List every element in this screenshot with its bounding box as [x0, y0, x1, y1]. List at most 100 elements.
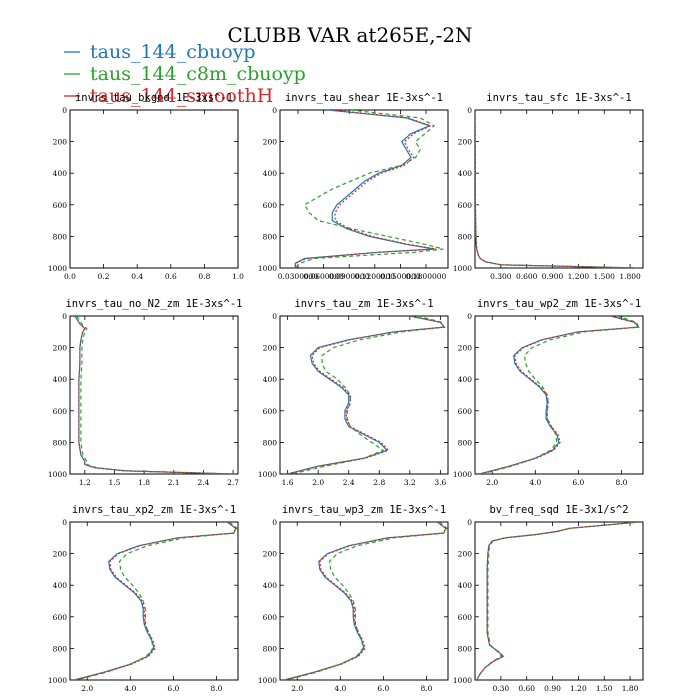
y-tick-label: 200	[53, 344, 68, 353]
x-tick-label: 0.0300000	[278, 272, 319, 281]
x-tick-label: 1.800	[619, 272, 641, 281]
x-tick-label: 0.4	[131, 272, 143, 281]
y-tick-label: 400	[53, 581, 68, 590]
panel-title: invrs_tau_shear 1E-3xs^-1	[285, 92, 443, 104]
x-tick-label: 2.0	[312, 478, 324, 487]
series-line-2	[286, 522, 448, 680]
x-tick-label: 1.50	[596, 684, 613, 693]
y-tick-label: 0	[62, 106, 67, 115]
y-tick-label: 200	[458, 138, 473, 147]
y-tick-label: 1000	[48, 470, 67, 479]
series-line-3	[74, 522, 237, 680]
y-tick-label: 400	[458, 169, 473, 178]
y-tick-label: 0	[62, 518, 67, 527]
series-line-3	[479, 316, 640, 474]
x-tick-label: 2.1	[168, 478, 180, 487]
y-tick-label: 800	[458, 438, 473, 447]
x-tick-label: 3.2	[404, 478, 416, 487]
panel-frame	[279, 315, 449, 475]
legend: taus_144_cbuoyptaus_144_c8m_cbuoyptaus_1…	[64, 41, 306, 107]
panel-frame	[279, 521, 449, 681]
series-line-2	[291, 316, 446, 474]
x-tick-label: 2.4	[343, 478, 355, 487]
x-tick-label: 2.4	[197, 478, 209, 487]
y-tick-label: 400	[263, 169, 278, 178]
x-tick-label: 1.5	[109, 478, 121, 487]
series-line-2	[476, 522, 639, 680]
panel-frame	[474, 315, 644, 475]
y-tick-label: 400	[458, 581, 473, 590]
y-tick-label: 600	[263, 201, 278, 210]
panel-1: invrs_tau_bkgnd 1E-3xs^-1 0 200 400 600 800 10…	[48, 92, 244, 281]
y-tick-label: 0	[467, 106, 472, 115]
series-line-3	[475, 110, 639, 268]
panel-title: invrs_tau_sfc 1E-3xs^-1	[486, 92, 631, 104]
y-tick-label: 800	[458, 232, 473, 241]
panel-8: invrs_tau_wp3_zm 1E-3xs^-1 0 200 400 600 800 1…	[258, 504, 449, 693]
x-tick-label: 1.2	[79, 478, 91, 487]
x-tick-label: 4.0	[124, 684, 136, 693]
x-tick-label: 6.0	[167, 684, 179, 693]
x-tick-label: 1.8	[138, 478, 150, 487]
legend-label: taus_144_c8m_cbuoyp	[90, 63, 306, 85]
series-line-3	[287, 316, 446, 474]
y-tick-label: 200	[458, 550, 473, 559]
y-tick-label: 400	[263, 375, 278, 384]
y-tick-label: 0	[272, 518, 277, 527]
y-tick-label: 400	[263, 581, 278, 590]
y-tick-label: 200	[263, 550, 278, 559]
y-tick-label: 800	[53, 644, 68, 653]
x-tick-label: 1.0	[232, 272, 244, 281]
y-tick-label: 800	[263, 644, 278, 653]
panel-7: invrs_tau_xp2_zm 1E-3xs^-1 0 200 400 600 800 1…	[48, 504, 239, 693]
panel-frame	[69, 109, 239, 269]
y-tick-label: 600	[263, 613, 278, 622]
y-tick-label: 600	[53, 201, 68, 210]
y-tick-label: 800	[263, 232, 278, 241]
series-line-1	[74, 316, 234, 474]
panel-frame	[279, 109, 449, 269]
y-tick-label: 600	[263, 407, 278, 416]
panel-frame	[474, 521, 644, 681]
x-tick-label: 6.0	[377, 684, 389, 693]
y-tick-label: 400	[53, 375, 68, 384]
y-tick-label: 0	[467, 518, 472, 527]
x-tick-label: 0.0600000	[303, 272, 344, 281]
x-tick-label: 0.6	[165, 272, 177, 281]
series-line-3	[74, 316, 234, 474]
series-line-3	[284, 522, 447, 680]
x-tick-label: 6.0	[572, 478, 584, 487]
legend-label: taus_144_smoothH	[90, 85, 273, 107]
x-tick-label: 0.0	[64, 272, 76, 281]
y-tick-label: 600	[458, 407, 473, 416]
x-tick-label: 1.80	[622, 684, 639, 693]
series-line-1	[74, 522, 237, 680]
x-tick-label: 4.0	[334, 684, 346, 693]
x-tick-label: 1.200	[568, 272, 590, 281]
x-tick-label: 0.1800000	[406, 272, 447, 281]
y-tick-label: 1000	[453, 470, 472, 479]
panel-2: invrs_tau_shear 1E-3xs^-1 0 200 400 600 800 10…	[258, 92, 449, 281]
y-tick-label: 200	[263, 344, 278, 353]
panel-title: invrs_tau_no_N2_zm 1E-3xs^-1	[65, 298, 242, 310]
panel-4: invrs_tau_no_N2_zm 1E-3xs^-1 0 200 400 600 80…	[48, 298, 243, 487]
series-line-1	[479, 316, 640, 474]
panel-title: invrs_tau_wp2_zm 1E-3xs^-1	[477, 298, 641, 310]
panel-title: invrs_tau_bkgnd 1E-3xs^-1	[75, 92, 233, 104]
x-tick-label: 0.1200000	[355, 272, 396, 281]
panel-9: bv_freq_sqd 1E-3x1/s^2 0 200 400 600 800 1000 0…	[453, 504, 644, 693]
x-tick-label: 1.6	[282, 478, 294, 487]
panel-title: bv_freq_sqd 1E-3x1/s^2	[489, 504, 628, 516]
series-line-2	[76, 522, 238, 680]
y-tick-label: 1000	[258, 264, 277, 273]
series-line-2	[475, 110, 639, 268]
y-tick-label: 800	[263, 438, 278, 447]
series-line-3	[476, 522, 639, 680]
y-tick-label: 200	[458, 344, 473, 353]
x-tick-label: 0.1500000	[380, 272, 421, 281]
series-line-1	[287, 316, 446, 474]
panel-6: invrs_tau_wp2_zm 1E-3xs^-1 0 200 400 600 800 1…	[453, 298, 644, 487]
y-tick-label: 1000	[48, 264, 67, 273]
y-tick-label: 600	[53, 613, 68, 622]
